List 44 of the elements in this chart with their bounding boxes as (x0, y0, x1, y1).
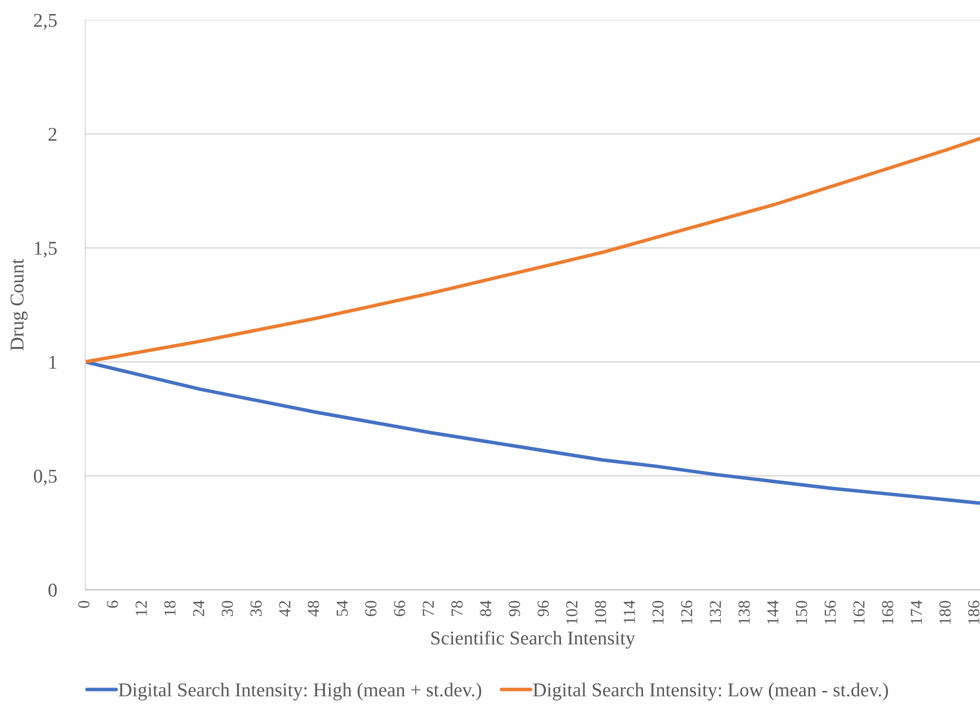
x-tick-label: 60 (365, 600, 377, 616)
x-tick-label: 42 (279, 601, 290, 617)
x-tick-label: 114 (624, 600, 635, 624)
x-tick-label: 174 (910, 600, 922, 624)
x-tick-label: 54 (336, 600, 348, 616)
x-tick-label: 72 (422, 601, 434, 616)
x-tick-label: 24 (193, 600, 204, 616)
x-tick-label: 90 (508, 600, 520, 616)
x-tick-label: 150 (796, 600, 808, 624)
y-tick-label: 2 (48, 128, 56, 141)
line-series (85, 136, 980, 364)
line-series (85, 360, 980, 505)
y-tick-label: 0,5 (34, 470, 57, 486)
x-tick-label: 102 (566, 601, 578, 624)
y-axis-title: Drug Count (10, 258, 28, 350)
y-tick-label: 2,5 (34, 14, 57, 30)
legend-label: Digital Search Intensity: Low (mean - st.dev.) (533, 682, 888, 700)
x-tick-label: 66 (394, 600, 406, 616)
x-tick-label: 186 (968, 600, 980, 624)
x-tick-label: 156 (824, 600, 836, 624)
x-tick-label: 126 (681, 600, 692, 624)
x-tick-label: 132 (710, 601, 722, 624)
x-tick-label: 162 (853, 601, 865, 624)
y-tick-label: 1 (49, 356, 56, 369)
x-tick-label: 18 (164, 600, 176, 616)
x-tick-label: 144 (767, 600, 778, 624)
x-tick-label: 120 (652, 600, 664, 624)
y-tick-label: 0 (48, 584, 57, 597)
x-tick-label: 36 (250, 600, 262, 616)
x-tick-label: 0 (78, 600, 90, 608)
y-tick-label: 1,5 (34, 242, 57, 258)
x-tick-label: 108 (594, 600, 606, 624)
x-tick-label: 6 (106, 600, 118, 608)
x-tick-label: 96 (538, 600, 549, 616)
x-tick-label: 30 (222, 600, 233, 616)
x-tick-label: 78 (451, 600, 463, 616)
legend-label: Digital Search Intensity: High (mean + st.dev.) (118, 682, 482, 700)
x-tick-label: 48 (308, 600, 320, 617)
x-tick-label: 168 (882, 600, 894, 624)
x-axis-title: Scientific Search Intensity (431, 630, 636, 649)
x-tick-label: 138 (738, 600, 750, 624)
x-tick-label: 12 (136, 601, 147, 616)
x-tick-label: 180 (939, 600, 951, 624)
x-tick-label: 84 (480, 600, 492, 616)
